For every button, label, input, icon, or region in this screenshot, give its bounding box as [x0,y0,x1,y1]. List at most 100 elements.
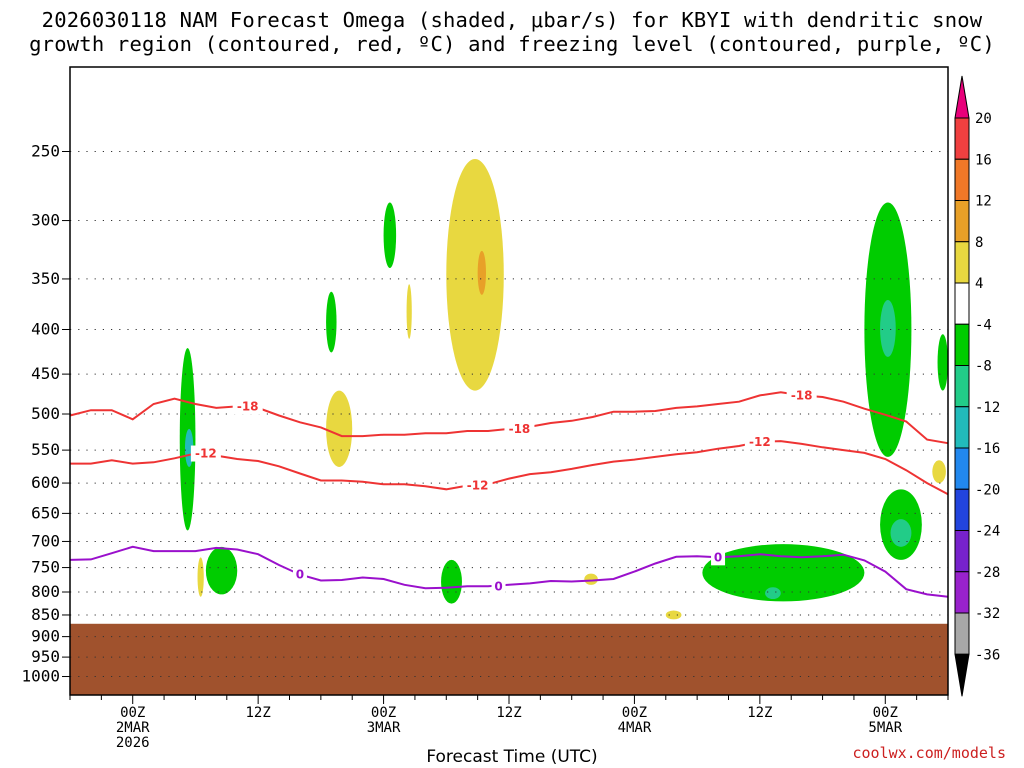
colorbar-bin-2 [954,158,970,201]
colorbar-label-10: -24 [975,524,1000,540]
omega-shading [179,159,948,620]
omega-region-11 [890,519,912,547]
colorbar-label-13: -36 [975,647,1000,663]
y-tick-label-250: 250 [31,142,60,161]
x-tick-label-24-1: 3MAR [367,720,401,736]
x-tick-label-0-0: 00Z [120,705,145,721]
colorbar-bin-4 [954,241,970,284]
x-tick-label-48-1: 4MAR [618,720,652,736]
y-tick-label-600: 600 [31,473,60,492]
omega-region-9 [880,299,896,357]
contour-label--18-2: -18 [791,388,813,402]
contour-label-bg-0-1 [491,578,506,595]
colorbar-label-3: 8 [975,235,983,251]
colorbar-label-4: 4 [975,276,983,292]
x-tick-label-0-2: 2026 [116,735,150,751]
y-tick-label-850: 850 [31,605,60,624]
omega-region-12 [937,334,948,391]
y-tick-label-800: 800 [31,582,60,601]
x-tick-label-36-0: 12Z [496,705,521,721]
contour-line-0 [69,545,949,598]
colorbar-bin-8 [954,406,970,449]
y-tick-label-700: 700 [31,531,60,550]
colorbar-label-7: -12 [975,400,1000,416]
colorbar-bin-1 [954,117,970,160]
x-tick-label-72-0: 00Z [873,705,898,721]
y-tick-label-650: 650 [31,503,60,522]
y-tick-label-900: 900 [31,627,60,646]
omega-region-6 [702,544,865,602]
colorbar-bin-5 [954,282,970,325]
contour-label-0-2: 0 [714,550,722,564]
contour-label-bg--18-2 [786,387,817,404]
x-tick-label-12-0: 12Z [245,705,270,721]
contour-label-0-1: 0 [494,579,502,593]
contour-label-bg--18-0 [232,398,263,415]
y-tick-label-950: 950 [31,647,60,666]
contour-label--12-1: -12 [467,479,489,493]
y-tick-label-550: 550 [31,440,60,459]
chart-title-line-1: 2026030118 NAM Forecast Omega (shaded, μ… [41,8,983,32]
x-tick-label-24-0: 00Z [371,705,396,721]
contour-label-bg-0-2 [711,549,726,566]
omega-region-20 [665,610,682,620]
x-tick-label-0-1: 2MAR [116,720,150,736]
colorbar-label-9: -20 [975,482,1000,498]
omega-region-3 [326,291,337,353]
contour-label--12-2: -12 [749,435,771,449]
colorbar-bin-13 [954,612,970,655]
omega-region-18 [932,460,946,484]
x-tick-label-48-0: 00Z [622,705,647,721]
omega-region-16 [197,557,204,597]
omega-region-19 [584,573,598,585]
contour-label-bg-0-0 [292,566,307,583]
y-tick-label-350: 350 [31,269,60,288]
colorbar-bin-6 [954,323,970,366]
colorbar-label-8: -16 [975,441,1000,457]
omega-region-15 [326,390,353,467]
omega-region-13 [446,159,504,391]
colorbar-bin-7 [954,365,970,408]
omega-region-4 [205,546,238,595]
colorbar-bin-3 [954,200,970,243]
omega-region-17 [406,284,412,339]
y-tick-label-300: 300 [31,211,60,230]
colorbar-bin-9 [954,447,970,490]
colorbar-label-12: -32 [975,606,1000,622]
contour-label-bg--12-0 [190,445,221,462]
contour-label-bg--18-1 [504,420,535,437]
y-tick-label-500: 500 [31,404,60,423]
contour-label-bg--12-1 [462,477,493,494]
colorbar-label-0: 20 [975,111,992,127]
colorbar-label-1: 16 [975,152,992,168]
contour-label-0-0: 0 [296,568,304,582]
contour-label--18-0: -18 [237,399,259,413]
colorbar-bin-11 [954,530,970,573]
terrain-fill [70,623,948,695]
y-tick-label-450: 450 [31,364,60,383]
colorbar-label-6: -8 [975,359,992,375]
colorbar-label-11: -28 [975,565,1000,581]
y-tick-label-400: 400 [31,320,60,339]
plot-frame [69,66,949,696]
omega-region-7 [765,587,781,600]
colorbar-bin-12 [954,571,970,614]
x-axis-title: Forecast Time (UTC) [426,747,598,767]
y-tick-label-1000: 1000 [21,667,60,686]
y-axis: 250 300 350 400 450 500 550 600 650 700 750 800 850 9… [21,142,70,686]
chart-title: 2026030118 NAM Forecast Omega (shaded, μ… [0,8,1024,56]
omega-region-5 [441,559,462,604]
colorbar-label-2: 12 [975,194,992,210]
x-tick-label-60-0: 12Z [747,705,772,721]
colorbar: 20 16 12 8 4 -4 -8 -12 -16 -20 -24 -28 -32 -36 [954,75,1000,697]
y-tick-label-750: 750 [31,558,60,577]
omega-region-0 [383,202,397,268]
contour-label--18-1: -18 [509,422,531,436]
contour-lines: -18 -18 -18 -12 -12 -12 0 0 0 [69,387,949,598]
contour-label--12-0: -12 [195,447,217,461]
chart-title-line-2: growth region (contoured, red, ºC) and f… [29,32,995,56]
colorbar-bin-10 [954,488,970,531]
colorbar-bottom-triangle [954,653,970,697]
